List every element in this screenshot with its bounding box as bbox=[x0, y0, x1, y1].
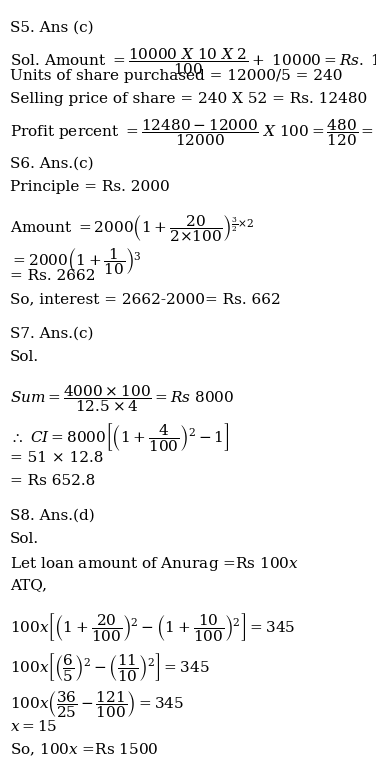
Text: $\therefore\ \mathit{CI} = 8000\left[\left(1 + \dfrac{4}{100}\right)^{2} - 1\rig: $\therefore\ \mathit{CI} = 8000\left[\le… bbox=[10, 421, 230, 453]
Text: Sol.: Sol. bbox=[10, 350, 39, 364]
Text: S6. Ans.(c): S6. Ans.(c) bbox=[10, 157, 94, 171]
Text: Sol.: Sol. bbox=[10, 532, 39, 546]
Text: $100x\left[\left(1 + \dfrac{20}{100}\right)^{2} - \left(1 + \dfrac{10}{100}\righ: $100x\left[\left(1 + \dfrac{20}{100}\rig… bbox=[10, 611, 295, 643]
Text: Let loan amount of Anurag =Rs 100$x$: Let loan amount of Anurag =Rs 100$x$ bbox=[10, 555, 299, 573]
Text: S8. Ans.(d): S8. Ans.(d) bbox=[10, 509, 95, 523]
Text: $\mathit{Sum} = \dfrac{4000 \times 100}{12.5 \times 4} = \mathit{Rs}\ 8000$: $\mathit{Sum} = \dfrac{4000 \times 100}{… bbox=[10, 383, 234, 414]
Text: $100x\left(\dfrac{36}{25} - \dfrac{121}{100}\right) = 345$: $100x\left(\dfrac{36}{25} - \dfrac{121}{… bbox=[10, 689, 184, 720]
Text: Sol. Amount $= \dfrac{\mathit{10000\ X\ 10\ X\ 2}}{\mathit{100}} +\ 10000 = \mat: Sol. Amount $= \dfrac{\mathit{10000\ X\ … bbox=[10, 46, 376, 77]
Text: So, interest = 2662-2000= Rs. 662: So, interest = 2662-2000= Rs. 662 bbox=[10, 292, 281, 306]
Text: So, 100$x$ =Rs 1500: So, 100$x$ =Rs 1500 bbox=[10, 742, 159, 759]
Text: $100x\left[\left(\dfrac{6}{5}\right)^{2} - \left(\dfrac{11}{10}\right)^{2}\right: $100x\left[\left(\dfrac{6}{5}\right)^{2}… bbox=[10, 651, 209, 683]
Text: Amount $= 2000\left(1 + \dfrac{20}{2{\times}100}\right)^{\frac{3}{2}{\times}2}$: Amount $= 2000\left(1 + \dfrac{20}{2{\ti… bbox=[10, 213, 254, 244]
Text: Profit percent $= \dfrac{12480-12000}{12000}\ X\ 100 = \dfrac{480}{120} = 4\%$: Profit percent $= \dfrac{12480-12000}{12… bbox=[10, 117, 376, 148]
Text: $= 2000\left(1 + \dfrac{1}{10}\right)^{3}$: $= 2000\left(1 + \dfrac{1}{10}\right)^{3… bbox=[10, 246, 142, 277]
Text: ATQ,: ATQ, bbox=[10, 578, 47, 592]
Text: = Rs. 2662: = Rs. 2662 bbox=[10, 269, 96, 283]
Text: S7. Ans.(c): S7. Ans.(c) bbox=[10, 327, 94, 341]
Text: S5. Ans (c): S5. Ans (c) bbox=[10, 21, 94, 35]
Text: = Rs 652.8: = Rs 652.8 bbox=[10, 474, 95, 488]
Text: Units of share purchased = 12000/5 = 240: Units of share purchased = 12000/5 = 240 bbox=[10, 69, 343, 83]
Text: Selling price of share = 240 X 52 = Rs. 12480: Selling price of share = 240 X 52 = Rs. … bbox=[10, 92, 367, 106]
Text: Principle = Rs. 2000: Principle = Rs. 2000 bbox=[10, 180, 170, 194]
Text: $x = 15$: $x = 15$ bbox=[10, 719, 58, 734]
Text: = 51 × 12.8: = 51 × 12.8 bbox=[10, 451, 103, 465]
